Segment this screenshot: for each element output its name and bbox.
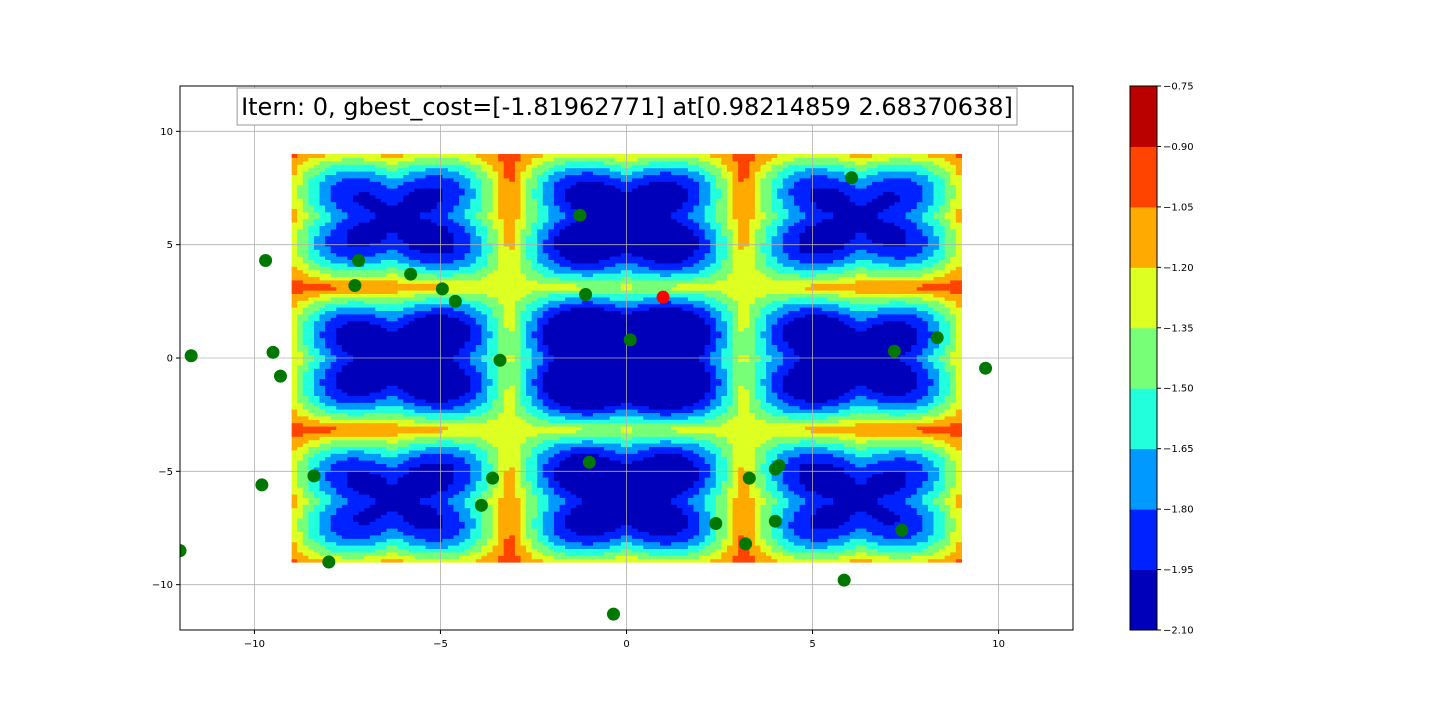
colorbar-segment [1130, 146, 1157, 208]
colorbar-tick-label: −1.65 [1163, 444, 1194, 455]
chart-title: Itern: 0, gbest_cost=[-1.81962771] at[0.… [241, 93, 1013, 121]
y-tick-label: −10 [152, 580, 173, 591]
particle-point [895, 523, 909, 537]
particle-point [606, 607, 620, 621]
x-tick-label: −5 [433, 639, 448, 650]
colorbar-segment [1130, 86, 1157, 147]
particle-point [348, 278, 362, 292]
colorbar-tick-label: −1.20 [1163, 263, 1194, 274]
x-tick-label: 10 [992, 639, 1005, 650]
colorbar-tick-label: −1.35 [1163, 323, 1194, 334]
particle-point [573, 208, 587, 222]
y-axis: −10 −5 0 5 10 [152, 127, 180, 591]
particle-point [739, 537, 753, 551]
particle-point [837, 573, 851, 587]
particle-point [623, 333, 637, 347]
colorbar: −2.10 −1.95 −1.80 −1.65 −1.50 −1.35 −1.20 −1.05… [1129, 82, 1194, 637]
particle-point [273, 369, 287, 383]
y-tick-label: 5 [167, 240, 173, 251]
particle-point [322, 555, 336, 569]
particle-point [772, 459, 786, 473]
particle-point [486, 471, 500, 485]
colorbar-tick-label: −1.95 [1163, 565, 1194, 576]
particle-point [493, 353, 507, 367]
particle-point [255, 478, 269, 492]
particle-point [352, 254, 366, 268]
particle-point [887, 344, 901, 358]
colorbar-tick-label: −1.05 [1163, 202, 1194, 213]
y-tick-label: 0 [167, 354, 173, 365]
grid-lines [180, 86, 1073, 630]
x-tick-label: −10 [244, 639, 265, 650]
gbest-point [656, 290, 670, 304]
particle-point [448, 294, 462, 308]
colorbar-segment [1130, 388, 1157, 450]
colorbar-tick-label: −0.90 [1163, 142, 1194, 153]
particle-point [180, 544, 187, 558]
particle-point [979, 361, 993, 375]
title-box: Itern: 0, gbest_cost=[-1.81962771] at[0.… [236, 87, 1018, 126]
colorbar-tick-label: −0.75 [1163, 82, 1194, 93]
particle-point [930, 331, 944, 345]
particle-point [742, 471, 756, 485]
particle-point [259, 254, 273, 268]
particle-point [307, 469, 321, 483]
y-tick-label: 10 [160, 127, 173, 138]
x-tick-label: 5 [809, 639, 815, 650]
particle-point [768, 514, 782, 528]
particle-point [582, 455, 596, 469]
colorbar-tick-label: −1.50 [1163, 384, 1194, 395]
colorbar-segment [1130, 327, 1157, 389]
colorbar-segment [1130, 509, 1157, 571]
particle-point [579, 288, 593, 302]
contour-heatmap [291, 154, 962, 563]
particle-point [435, 282, 449, 296]
particle-point [266, 345, 280, 359]
colorbar-tick-label: −2.10 [1163, 626, 1194, 637]
colorbar-segment [1130, 569, 1157, 631]
colorbar-segment [1130, 206, 1157, 268]
y-tick-label: −5 [158, 467, 173, 478]
colorbar-segment [1130, 448, 1157, 510]
particles [180, 171, 993, 621]
particle-point [474, 498, 488, 512]
particle-point [184, 349, 198, 363]
x-axis: −10 −5 0 5 10 [244, 630, 1005, 650]
colorbar-tick-label: −1.80 [1163, 505, 1194, 516]
particle-point [845, 171, 859, 185]
title-frame [236, 87, 1018, 126]
particle-point [404, 267, 418, 281]
x-tick-label: 0 [623, 639, 629, 650]
particle-point [709, 516, 723, 530]
colorbar-segment [1130, 267, 1157, 329]
